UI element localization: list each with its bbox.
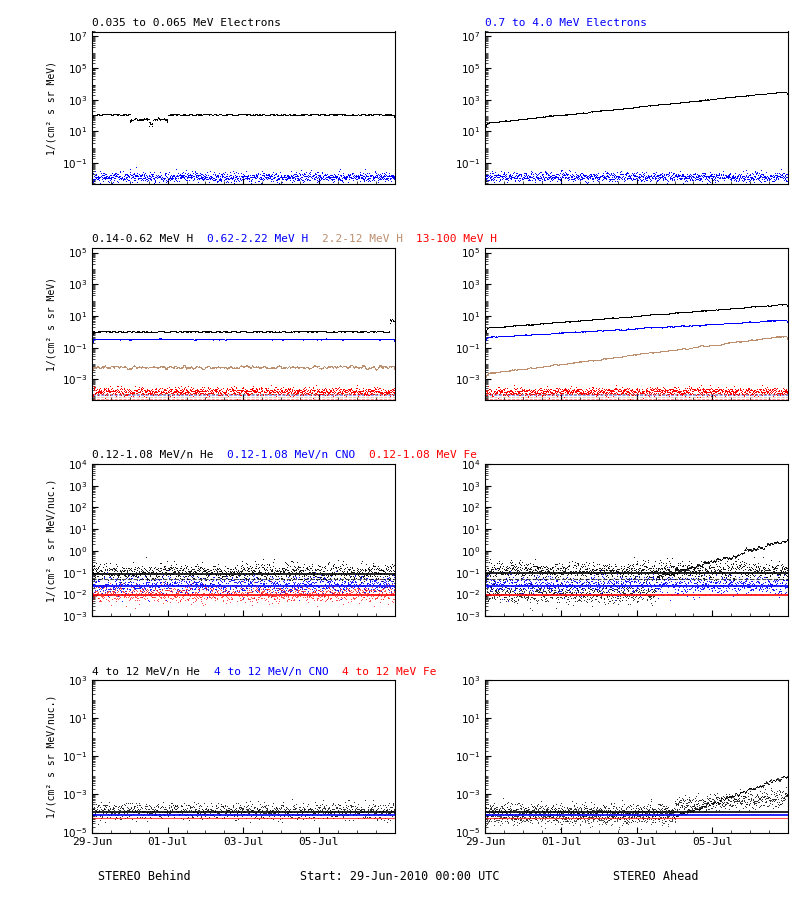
Y-axis label: 1/(cm² s sr MeV/nuc.): 1/(cm² s sr MeV/nuc.) — [46, 695, 56, 818]
Text: 4 to 12 MeV Fe: 4 to 12 MeV Fe — [342, 667, 450, 677]
Text: 2.2-12 MeV H: 2.2-12 MeV H — [322, 234, 416, 244]
Text: 0.12-1.08 MeV/n CNO: 0.12-1.08 MeV/n CNO — [227, 450, 369, 461]
Text: 0.62-2.22 MeV H: 0.62-2.22 MeV H — [206, 234, 322, 244]
Y-axis label: 1/(cm² s sr MeV/nuc.): 1/(cm² s sr MeV/nuc.) — [46, 479, 56, 602]
Text: 0.14-0.62 MeV H: 0.14-0.62 MeV H — [92, 234, 206, 244]
Y-axis label: 1/(cm² s sr MeV): 1/(cm² s sr MeV) — [46, 277, 56, 371]
Text: 4 to 12 MeV/n CNO: 4 to 12 MeV/n CNO — [214, 667, 342, 677]
Text: 4 to 12 MeV/n He: 4 to 12 MeV/n He — [92, 667, 214, 677]
Text: 0.035 to 0.065 MeV Electrons: 0.035 to 0.065 MeV Electrons — [92, 18, 294, 28]
Text: 13-100 MeV H: 13-100 MeV H — [416, 234, 510, 244]
Text: 0.7 to 4.0 MeV Electrons: 0.7 to 4.0 MeV Electrons — [486, 18, 661, 28]
Y-axis label: 1/(cm² s sr MeV): 1/(cm² s sr MeV) — [46, 60, 56, 155]
Text: STEREO Behind: STEREO Behind — [98, 870, 190, 883]
Text: 0.12-1.08 MeV Fe: 0.12-1.08 MeV Fe — [369, 450, 490, 461]
Text: 0.12-1.08 MeV/n He: 0.12-1.08 MeV/n He — [92, 450, 227, 461]
Text: STEREO Ahead: STEREO Ahead — [614, 870, 698, 883]
Text: Start: 29-Jun-2010 00:00 UTC: Start: 29-Jun-2010 00:00 UTC — [300, 870, 500, 883]
